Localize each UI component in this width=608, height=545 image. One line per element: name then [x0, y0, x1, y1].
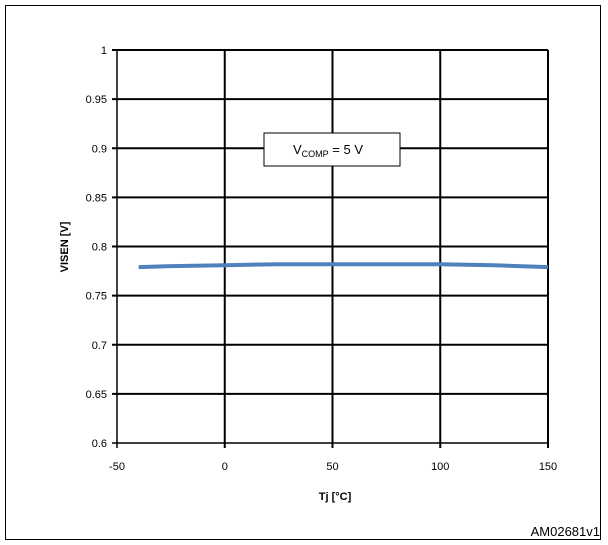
x-tick-label: 150: [539, 461, 557, 473]
y-tick-label: 0.85: [86, 192, 107, 204]
y-axis-title: VISEN [V]: [59, 221, 71, 272]
x-tick-label: -50: [109, 461, 125, 473]
y-tick-label: 0.8: [92, 242, 107, 254]
tick-labels: -50 0 50 100 150 0.6 0.65 0.7 0.75 0.8 0.85 0.9 0.95…: [86, 45, 558, 473]
annotation: VCOMP = 5 V: [263, 132, 401, 167]
annotation-box: [263, 132, 401, 167]
series-line: [138, 262, 549, 270]
y-tick-label: 0.75: [86, 291, 107, 303]
x-axis-title: Tj [°C]: [319, 491, 352, 503]
annotation-label: VCOMP = 5 V: [293, 142, 363, 159]
grid: [112, 49, 549, 448]
y-tick-label: 0.6: [92, 438, 107, 450]
y-tick-label: 0.9: [92, 143, 107, 155]
y-tick-label: 0.95: [86, 94, 107, 106]
chart-frame: [5, 5, 601, 540]
y-tick-label: 0.7: [92, 340, 107, 352]
y-tick-label: 1: [101, 45, 107, 57]
x-tick-label: 0: [222, 461, 228, 473]
series: [138, 262, 549, 270]
figure-id: AM02681v1: [530, 524, 600, 539]
x-tick-label: 100: [431, 461, 449, 473]
x-tick-label: 50: [326, 461, 338, 473]
y-tick-label: 0.65: [86, 389, 107, 401]
